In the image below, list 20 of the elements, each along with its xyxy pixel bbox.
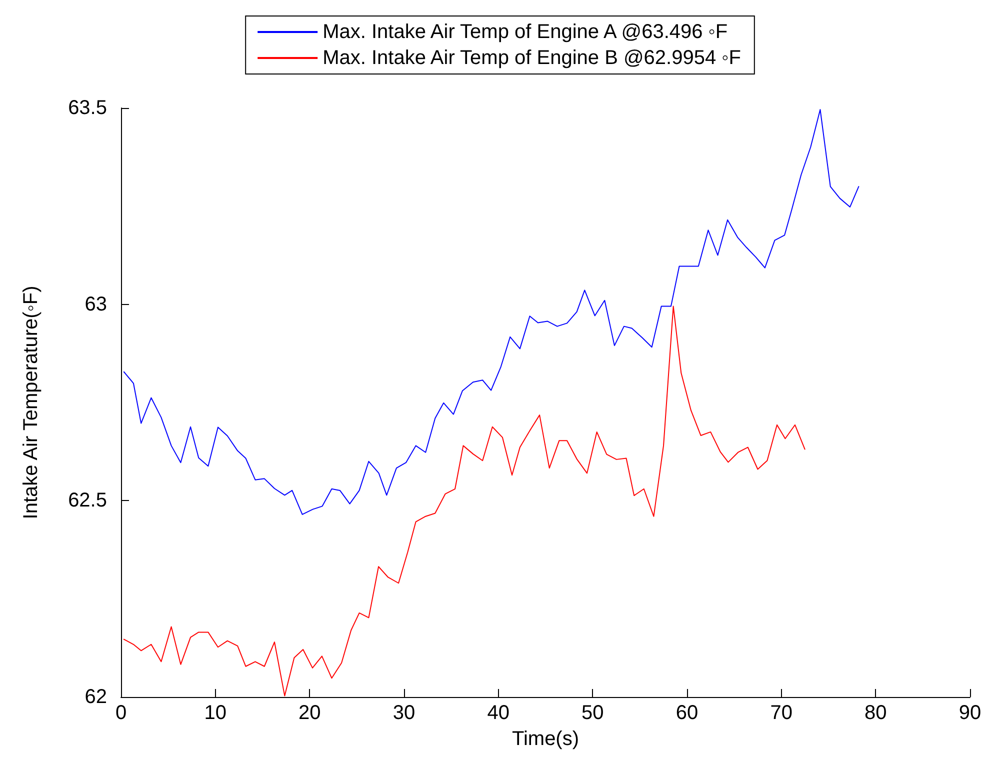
x-tick-label: 20	[298, 702, 321, 724]
y-tick-label: 62.5	[68, 490, 107, 512]
x-tick-label: 70	[770, 702, 792, 724]
x-tick-label: 10	[204, 702, 226, 724]
x-axis-title: Time(s)	[512, 728, 580, 750]
legend-label: Max. Intake Air Temp of Engine B @62.9954 ◦F	[322, 47, 741, 69]
legend-label: Max. Intake Air Temp of Engine A @63.496 ◦F	[322, 21, 728, 43]
y-axis-title: Intake Air Temperature(◦F)	[20, 286, 42, 520]
y-tick-label: 63.5	[68, 97, 107, 119]
x-tick-label: 0	[115, 702, 127, 724]
x-tick-label: 40	[487, 702, 510, 724]
x-tick-label: 90	[958, 702, 982, 724]
x-tick-label: 80	[864, 702, 887, 724]
y-tick-label: 62	[84, 686, 107, 708]
x-tick-label: 50	[582, 702, 604, 724]
line-series	[123, 306, 806, 696]
y-tick-label: 63	[84, 293, 107, 316]
line-series	[123, 109, 860, 515]
x-tick-label: 30	[392, 702, 416, 724]
x-tick-label: 60	[676, 702, 698, 724]
